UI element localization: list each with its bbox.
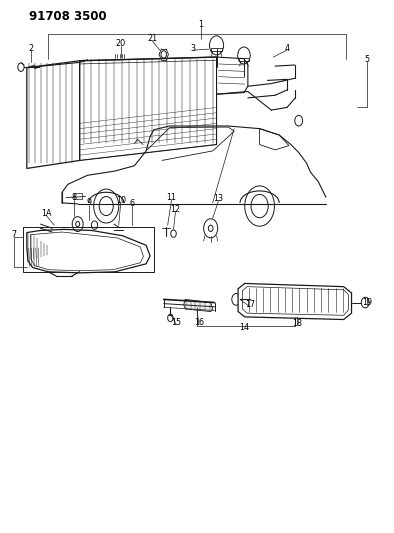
Text: 9: 9 xyxy=(87,198,92,207)
Polygon shape xyxy=(184,300,213,312)
Text: 7: 7 xyxy=(11,230,17,239)
Text: 3: 3 xyxy=(191,44,195,53)
Text: 16: 16 xyxy=(194,318,204,327)
Text: 21: 21 xyxy=(147,34,157,43)
Text: 14: 14 xyxy=(239,323,249,332)
Text: 20: 20 xyxy=(116,39,126,49)
Text: 2: 2 xyxy=(28,44,33,53)
Text: 8: 8 xyxy=(71,193,76,202)
Text: 5: 5 xyxy=(364,55,370,64)
Text: 15: 15 xyxy=(171,318,181,327)
Text: 1A: 1A xyxy=(41,209,52,218)
Text: 1: 1 xyxy=(199,20,203,29)
Text: 10: 10 xyxy=(116,196,126,205)
Text: 13: 13 xyxy=(214,194,223,203)
Text: 12: 12 xyxy=(171,205,180,214)
Text: 4: 4 xyxy=(284,44,290,53)
Text: 19: 19 xyxy=(362,298,372,307)
Polygon shape xyxy=(27,229,150,273)
Text: 17: 17 xyxy=(245,300,255,309)
Polygon shape xyxy=(217,57,248,94)
Text: 91708 3500: 91708 3500 xyxy=(29,10,106,23)
Polygon shape xyxy=(238,284,351,319)
Text: 18: 18 xyxy=(292,319,302,328)
Bar xyxy=(74,193,82,199)
Text: 6: 6 xyxy=(130,199,135,208)
Text: 11: 11 xyxy=(167,193,177,202)
